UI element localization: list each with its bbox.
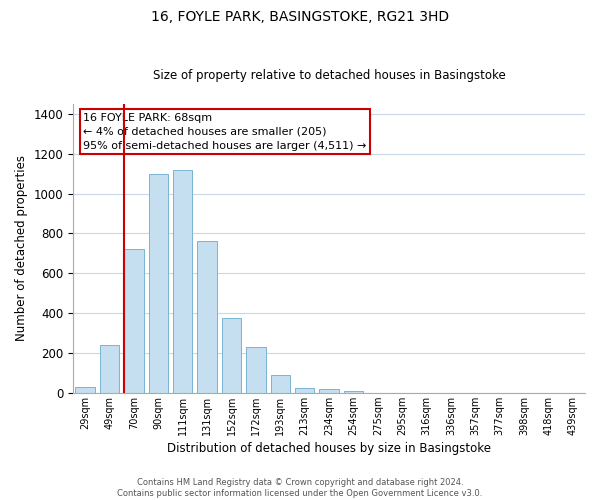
Bar bbox=[271, 375, 290, 393]
Text: Contains HM Land Registry data © Crown copyright and database right 2024.
Contai: Contains HM Land Registry data © Crown c… bbox=[118, 478, 482, 498]
Bar bbox=[124, 250, 144, 393]
Bar bbox=[173, 170, 193, 393]
Bar bbox=[197, 242, 217, 393]
Bar bbox=[344, 391, 363, 393]
Bar bbox=[319, 389, 339, 393]
Bar bbox=[222, 318, 241, 393]
Bar bbox=[76, 387, 95, 393]
Title: Size of property relative to detached houses in Basingstoke: Size of property relative to detached ho… bbox=[152, 69, 505, 82]
Text: 16, FOYLE PARK, BASINGSTOKE, RG21 3HD: 16, FOYLE PARK, BASINGSTOKE, RG21 3HD bbox=[151, 10, 449, 24]
Bar bbox=[149, 174, 168, 393]
Bar bbox=[295, 388, 314, 393]
X-axis label: Distribution of detached houses by size in Basingstoke: Distribution of detached houses by size … bbox=[167, 442, 491, 455]
Bar bbox=[246, 347, 266, 393]
Bar bbox=[100, 345, 119, 393]
Y-axis label: Number of detached properties: Number of detached properties bbox=[15, 156, 28, 342]
Text: 16 FOYLE PARK: 68sqm
← 4% of detached houses are smaller (205)
95% of semi-detac: 16 FOYLE PARK: 68sqm ← 4% of detached ho… bbox=[83, 112, 367, 150]
